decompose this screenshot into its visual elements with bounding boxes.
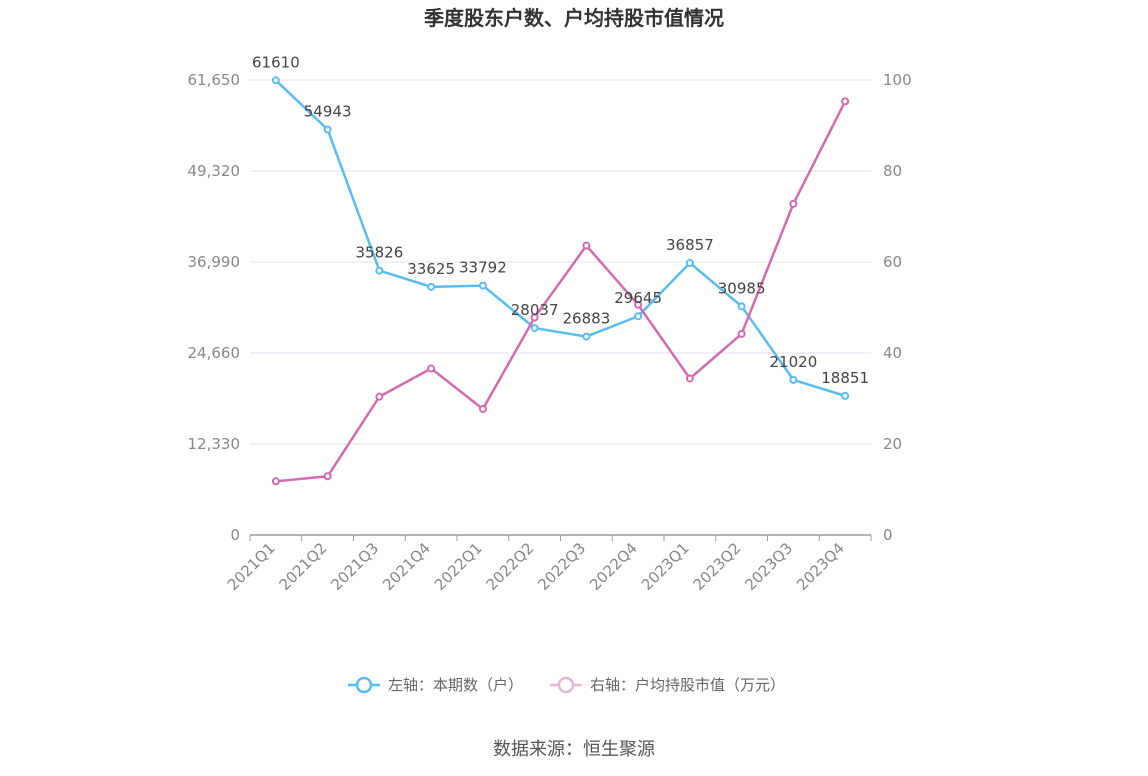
data-label: 26883 <box>563 310 611 328</box>
legend-label: 右轴：户均持股市值（万元） <box>590 676 785 694</box>
data-label: 33792 <box>459 259 507 277</box>
left-tick-label: 12,330 <box>188 435 241 453</box>
data-point <box>685 258 694 267</box>
x-tick-label: 2021Q3 <box>327 539 382 594</box>
data-point <box>375 392 384 401</box>
left-tick-label: 61,650 <box>188 71 241 89</box>
data-point <box>271 477 280 486</box>
data-point <box>478 281 487 290</box>
right-tick-label: 100 <box>883 71 912 89</box>
series-line-1 <box>275 100 847 483</box>
data-label: 28037 <box>511 301 559 319</box>
legend-marker <box>355 676 373 694</box>
data-point <box>478 404 487 413</box>
data-point <box>737 329 746 338</box>
data-label: 18851 <box>821 369 869 387</box>
data-point <box>789 199 798 208</box>
left-tick-label: 36,990 <box>188 253 241 271</box>
data-label: 29645 <box>614 289 662 307</box>
data-point <box>789 375 798 384</box>
data-point <box>271 76 280 85</box>
left-tick-label: 0 <box>230 526 240 544</box>
right-tick-label: 80 <box>883 162 902 180</box>
x-tick-label: 2022Q4 <box>586 539 641 594</box>
legend-label: 左轴：本期数（户） <box>388 676 523 694</box>
data-point <box>375 266 384 275</box>
x-tick-label: 2023Q2 <box>690 539 745 594</box>
left-tick-label: 24,660 <box>188 344 241 362</box>
data-point <box>634 300 643 309</box>
data-label: 61610 <box>252 53 300 71</box>
data-point <box>427 282 436 291</box>
data-label: 54943 <box>304 103 352 121</box>
right-tick-label: 40 <box>883 344 902 362</box>
data-label: 36857 <box>666 236 714 254</box>
data-label: 33625 <box>407 260 455 278</box>
right-tick-label: 0 <box>883 526 893 544</box>
data-source: 数据来源：恒生聚源 <box>493 739 655 760</box>
data-label: 35826 <box>356 244 404 262</box>
chart-title: 季度股东户数、户均持股市值情况 <box>423 6 724 30</box>
data-label: 21020 <box>770 353 818 371</box>
data-point <box>582 241 591 250</box>
axes: 0 0 12,330 20 24,660 40 36,990 60 49,320 80 61,650… <box>188 71 912 594</box>
x-tick-label: 2021Q4 <box>379 539 434 594</box>
data-point <box>323 125 332 134</box>
x-tick-label: 2022Q2 <box>483 539 538 594</box>
x-tick-label: 2022Q3 <box>534 539 589 594</box>
data-point <box>841 391 850 400</box>
legend-marker <box>557 676 575 694</box>
data-point <box>685 374 694 383</box>
data-point <box>530 324 539 333</box>
x-tick-label: 2023Q3 <box>741 539 796 594</box>
series-line-0 <box>275 79 846 398</box>
data-point <box>530 313 539 322</box>
x-tick-label: 2023Q4 <box>793 539 848 594</box>
data-point <box>582 332 591 341</box>
data-point <box>737 302 746 311</box>
right-tick-label: 60 <box>883 253 902 271</box>
data-point <box>634 312 643 321</box>
data-point <box>427 364 436 373</box>
left-tick-label: 49,320 <box>188 162 241 180</box>
x-tick-label: 2021Q1 <box>224 539 279 594</box>
x-tick-label: 2021Q2 <box>276 539 331 594</box>
grid-lines <box>250 79 871 445</box>
x-tick-label: 2022Q1 <box>431 539 486 594</box>
x-tick-label: 2023Q1 <box>638 539 693 594</box>
data-label: 30985 <box>718 279 766 297</box>
legend: 左轴：本期数（户） 右轴：户均持股市值（万元） <box>348 676 785 694</box>
right-tick-label: 20 <box>883 435 902 453</box>
data-point <box>323 472 332 481</box>
data-point <box>841 97 850 106</box>
